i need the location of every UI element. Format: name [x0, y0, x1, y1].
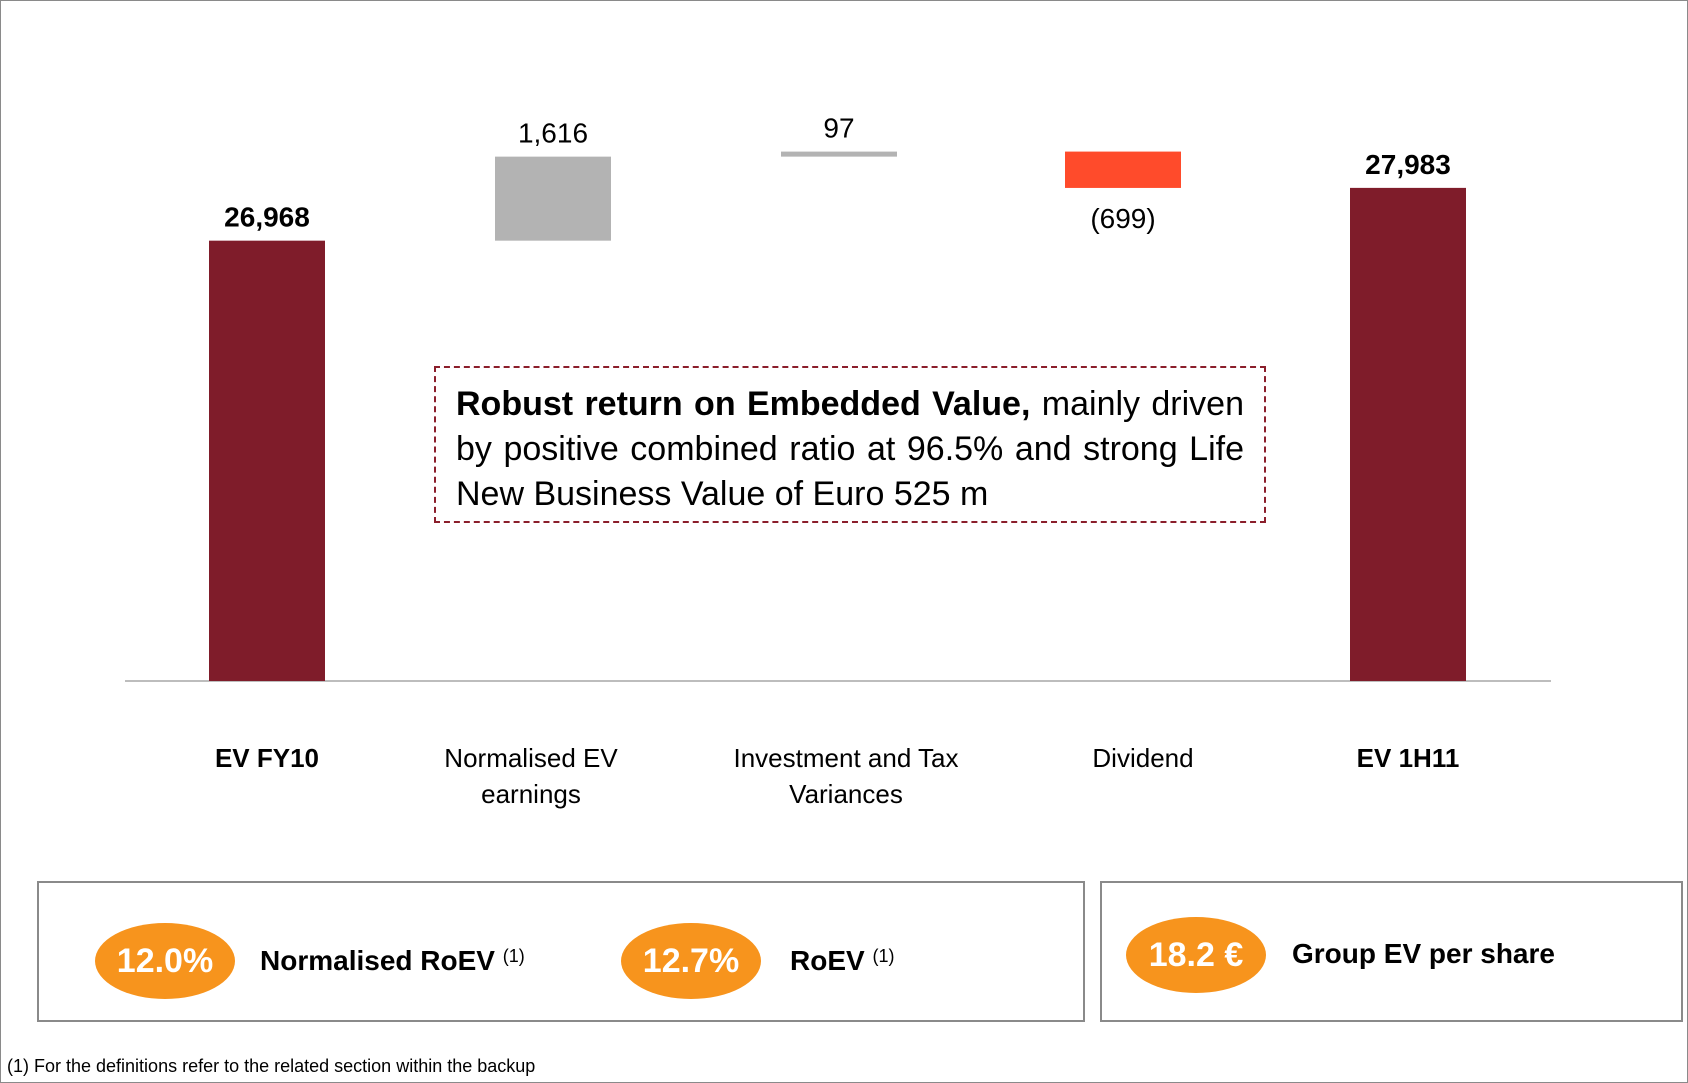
category-label: EV 1H11 [1356, 743, 1460, 773]
value-label: 26,968 [224, 202, 310, 233]
bar [209, 240, 325, 681]
kpi-box [1100, 881, 1683, 1022]
bar [781, 151, 897, 157]
kpi-label: RoEV [790, 945, 865, 976]
kpi-value: 12.7% [621, 923, 761, 999]
category-label: Investment and Tax Variances [733, 743, 959, 809]
kpi-value: 18.2 € [1126, 917, 1266, 993]
footnote: (1) For the definitions refer to the rel… [7, 1056, 536, 1076]
annotation-bold: Robust return on Embedded Value, [456, 385, 1031, 423]
category-label: Normalised EV earnings [444, 743, 618, 809]
value-label: 97 [823, 113, 854, 144]
kpi-label: Group EV per share [1292, 938, 1555, 969]
kpi-note: (1) [502, 946, 525, 966]
kpi-note: (1) [872, 946, 895, 966]
kpi-label: Normalised RoEV [260, 945, 495, 976]
kpi-box [37, 881, 1085, 1022]
value-label: 1,616 [518, 118, 588, 149]
annotation-box: Robust return on Embedded Value, mainly … [434, 366, 1266, 523]
bar [495, 156, 611, 241]
kpi-value: 12.0% [95, 923, 235, 999]
annotation-text: mainly driven by positive combined ratio… [456, 385, 1244, 513]
kpi-label-wrap: RoEV (1) [790, 945, 894, 977]
category-label: EV FY10 [214, 743, 320, 773]
category-label: Dividend [1092, 743, 1194, 773]
bar [1350, 187, 1466, 681]
value-label: 27,983 [1365, 149, 1451, 180]
bar [1065, 151, 1181, 188]
kpi-label-wrap: Normalised RoEV (1) [260, 945, 525, 977]
value-label: (699) [1090, 203, 1155, 234]
